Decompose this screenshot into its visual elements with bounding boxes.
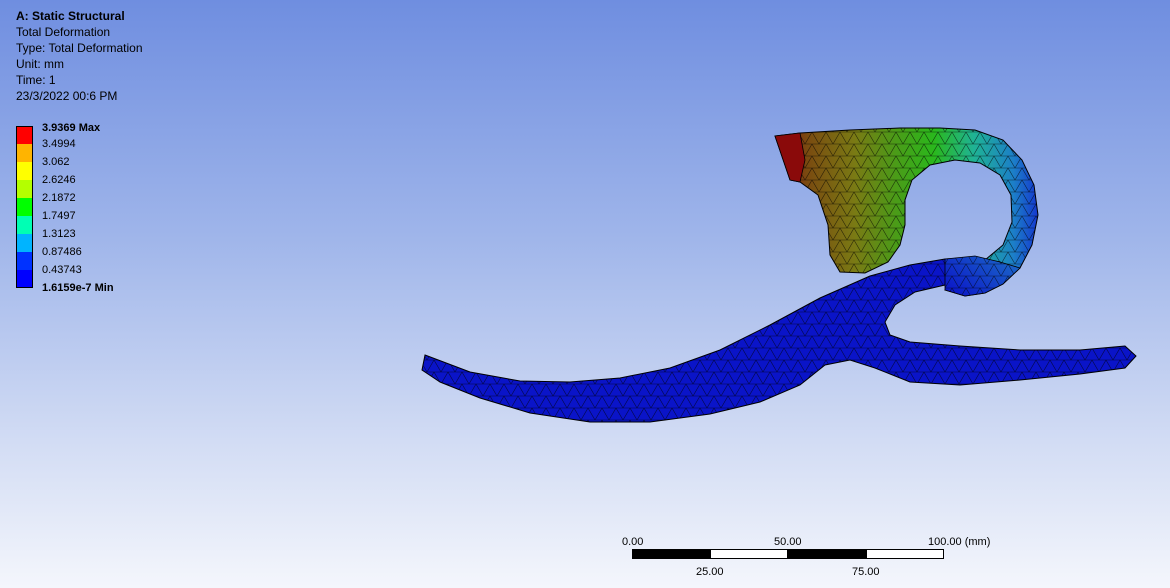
scale-bar: 0.00 50.00 100.00 (mm) 25.00 75.00 <box>620 532 1020 582</box>
legend-row: 1.3123 <box>16 228 216 252</box>
scale-label: 25.00 <box>696 566 724 578</box>
scale-segment <box>710 549 788 559</box>
seal-body-mesh <box>422 258 1136 422</box>
scale-segment <box>632 549 710 559</box>
scale-segment <box>866 549 944 559</box>
legend-level-label: 3.4994 <box>42 138 76 150</box>
result-unit: Unit: mm <box>16 57 64 71</box>
legend-level-label: 2.6246 <box>42 174 76 186</box>
result-date: 23/3/2022 00:6 PM <box>16 89 118 103</box>
loop-transition-mesh <box>945 256 1020 296</box>
max-deformation-tip <box>774 132 806 183</box>
legend-row: 2.1872 <box>16 192 216 216</box>
scale-label: 100.00 (mm) <box>928 536 991 548</box>
analysis-title: A: Static Structural <box>16 9 125 23</box>
legend-level-label: 0.87486 <box>42 246 82 258</box>
result-info: A: Static Structural Total Deformation T… <box>16 8 143 104</box>
legend-row-max: 3.9369 Max <box>16 122 216 144</box>
legend-row: 0.87486 <box>16 246 216 270</box>
legend-level-label: 1.7497 <box>42 210 76 222</box>
legend-min-label: 1.6159e-7 Min <box>42 282 114 294</box>
legend-level-label: 1.3123 <box>42 228 76 240</box>
legend-max-label: 3.9369 Max <box>42 122 101 134</box>
legend-row: 1.7497 <box>16 210 216 234</box>
legend-level-label: 2.1872 <box>42 192 76 204</box>
scale-label: 0.00 <box>622 536 644 548</box>
scale-label: 50.00 <box>774 536 802 548</box>
scale-segment <box>788 549 866 559</box>
clamp-head-mesh <box>775 128 1038 296</box>
scale-label: 75.00 <box>852 566 880 578</box>
legend-level-label: 3.062 <box>42 156 70 168</box>
result-name: Total Deformation <box>16 25 111 39</box>
result-time: Time: 1 <box>16 73 56 87</box>
legend-level-label: 0.43743 <box>42 264 82 276</box>
result-type: Type: Total Deformation <box>16 41 143 55</box>
legend-row: 0.43743 1.6159e-7 Min <box>16 264 216 294</box>
